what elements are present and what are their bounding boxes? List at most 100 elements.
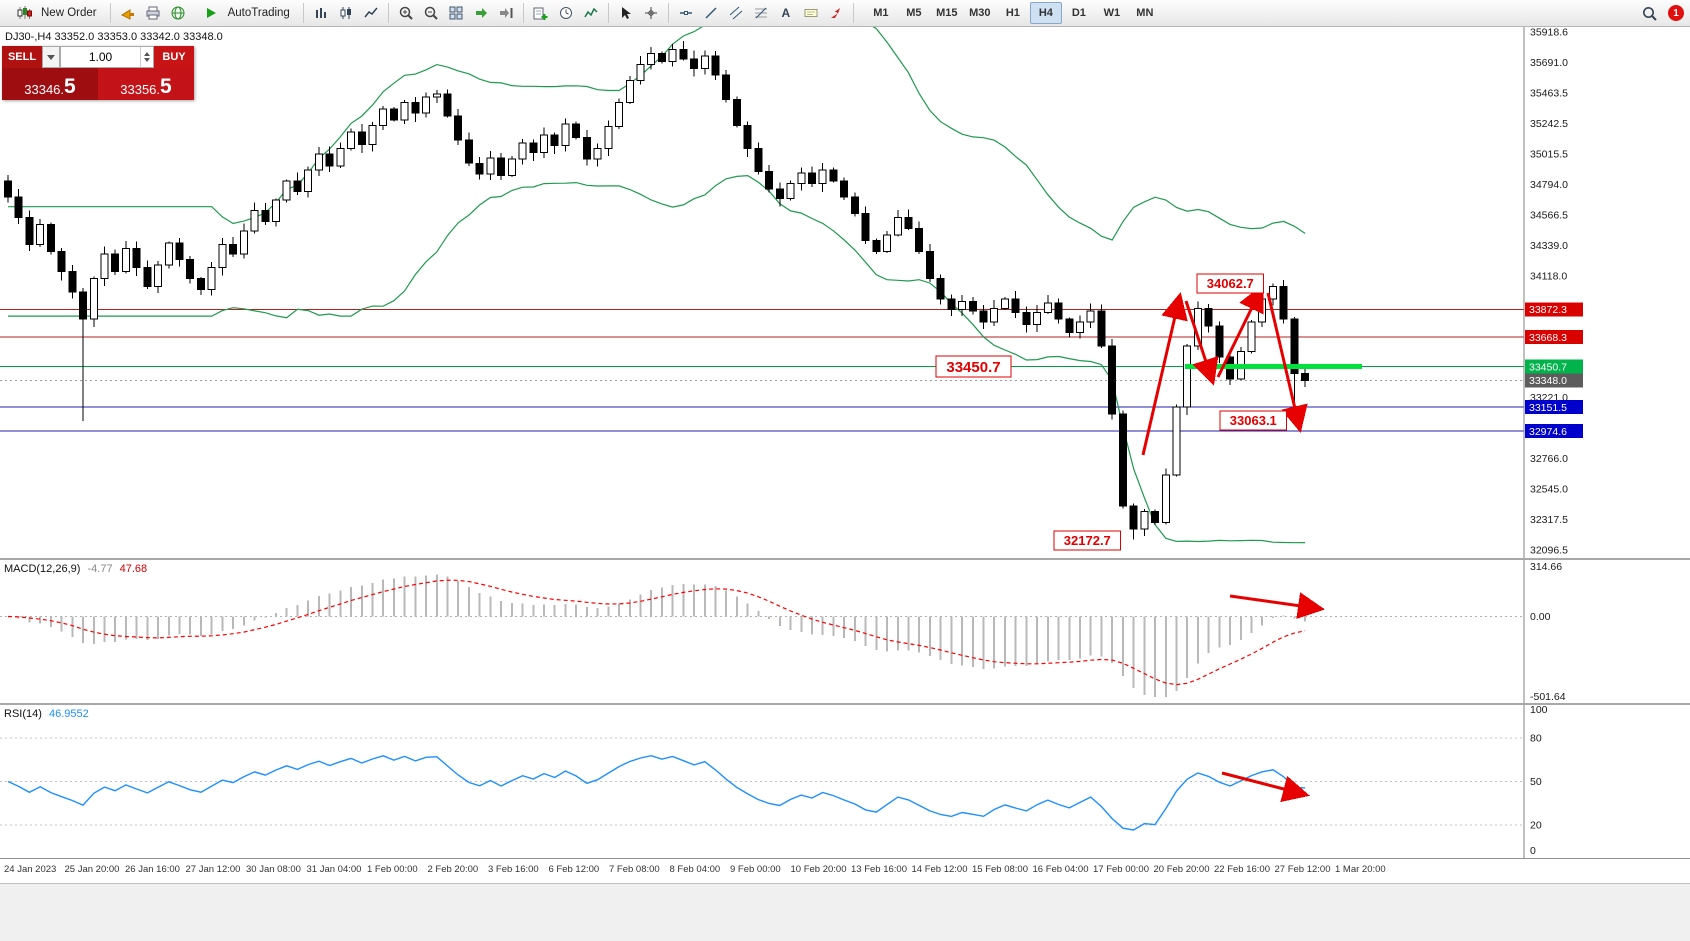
indicators-icon[interactable]	[579, 1, 603, 25]
autotrading-button[interactable]: AutoTrading	[191, 1, 298, 25]
trend-arrow[interactable]	[1184, 300, 1219, 386]
sell-price-big: 5	[64, 75, 76, 98]
rsi-title: RSI(14) 46.9552	[4, 708, 89, 720]
timeframe-button-d1[interactable]: D1	[1071, 7, 1086, 19]
macd-trend-arrow[interactable]	[1229, 592, 1325, 620]
volume-field[interactable]	[60, 46, 154, 68]
tile-windows-icon[interactable]	[444, 1, 468, 25]
price-annotation[interactable]: 34062.7	[1196, 273, 1265, 294]
time-label: 16 Feb 04:00	[1032, 864, 1089, 875]
volume-input[interactable]	[61, 49, 140, 65]
volume-dropdown[interactable]	[42, 46, 60, 68]
macd-signal-line	[7, 579, 1306, 686]
rsi-line	[7, 754, 1306, 831]
bollinger-upper-band	[8, 27, 1306, 241]
trendline-icon[interactable]	[699, 1, 723, 25]
stepper-down-icon[interactable]	[144, 58, 150, 62]
rsi-tick: 50	[1530, 776, 1542, 788]
time-label: 30 Jan 08:00	[246, 864, 301, 875]
panel-splitter[interactable]	[0, 558, 1690, 560]
macd-panel[interactable]: 314.66 0.00 -501.64	[0, 560, 1690, 703]
time-label: 7 Feb 08:00	[609, 864, 660, 875]
timeframe-button-mn[interactable]: MN	[1136, 7, 1154, 19]
megaphone-icon[interactable]	[116, 1, 140, 25]
time-label: 14 Feb 12:00	[911, 864, 968, 875]
bollinger-lower-band	[8, 174, 1306, 544]
price-annotation[interactable]: 33063.1	[1219, 410, 1288, 431]
stepper-up-icon[interactable]	[144, 52, 150, 56]
new-order-button[interactable]: New Order	[4, 1, 105, 25]
time-label: 17 Feb 00:00	[1093, 864, 1149, 875]
timeframe-button-m5[interactable]: M5	[906, 7, 922, 19]
price-badge: 33450.7	[1525, 359, 1583, 374]
chart-bars-icon[interactable]	[309, 1, 333, 25]
timeframe-button-w1[interactable]: W1	[1103, 7, 1121, 19]
price-badge: 33668.3	[1525, 330, 1583, 344]
macd-histogram	[17, 574, 1307, 697]
zoom-in-icon[interactable]	[394, 1, 418, 25]
new-chart-icon[interactable]	[529, 1, 553, 25]
timeframe-button-m15[interactable]: M15	[936, 7, 958, 19]
price-tick: 35463.5	[1530, 87, 1568, 99]
time-label: 26 Jan 16:00	[125, 864, 180, 875]
search-icon[interactable]	[1637, 1, 1661, 25]
toolbar-separator	[302, 3, 304, 23]
main-chart-panel[interactable]: 34062.7 33450.7 33063.1 32172.7 35918.6 35691…	[0, 27, 1690, 558]
price-tick: 34566.5	[1530, 209, 1568, 221]
time-label: 9 Feb 00:00	[730, 864, 781, 875]
macd-signal-value: 47.68	[119, 563, 148, 575]
arrows-tool-icon[interactable]	[824, 1, 848, 25]
price-badge: 33348.0	[1525, 373, 1583, 388]
trend-arrow[interactable]	[1216, 284, 1264, 378]
price-tick: 34794.0	[1530, 179, 1568, 191]
panel-splitter[interactable]	[0, 703, 1690, 705]
text-tool-icon[interactable]: A	[781, 6, 791, 20]
timeframe-button-m30[interactable]: M30	[969, 7, 991, 19]
play-icon	[199, 1, 223, 25]
auto-scroll-icon[interactable]	[469, 1, 493, 25]
rsi-panel[interactable]: 100 80 50 20 0	[0, 705, 1690, 858]
timeframe-button-m1[interactable]: M1	[873, 7, 889, 19]
sell-price-small: 33346.	[24, 82, 65, 97]
trend-arrow[interactable]	[1141, 292, 1188, 456]
globe-icon[interactable]	[166, 1, 190, 25]
time-label: 22 Feb 16:00	[1214, 864, 1270, 875]
price-annotation[interactable]: 32172.7	[1053, 530, 1122, 551]
rsi-trend-arrow[interactable]	[1221, 771, 1310, 803]
notification-badge[interactable]: 1	[1668, 5, 1684, 21]
price-tick: 32545.0	[1530, 484, 1568, 496]
toolbar-separator	[667, 3, 669, 23]
text-label-icon[interactable]	[799, 1, 823, 25]
fibonacci-icon[interactable]	[749, 1, 773, 25]
toolbar-separator	[109, 3, 111, 23]
svg-text:33348.0: 33348.0	[1529, 375, 1567, 387]
support-highlight-line[interactable]	[1185, 364, 1362, 369]
zoom-out-icon[interactable]	[419, 1, 443, 25]
sell-button[interactable]: SELL	[2, 46, 42, 68]
chart-shift-icon[interactable]	[494, 1, 518, 25]
price-annotation[interactable]: 33450.7	[935, 355, 1012, 378]
window-footer	[0, 883, 1690, 941]
price-tick: 32096.5	[1530, 545, 1568, 557]
price-tick: 35015.5	[1530, 148, 1568, 160]
printer-icon[interactable]	[141, 1, 165, 25]
horizontal-line-icon[interactable]	[674, 1, 698, 25]
chart-candles-icon[interactable]	[334, 1, 358, 25]
time-axis[interactable]: 24 Jan 2023 25 Jan 20:00 26 Jan 16:00 27 Ja…	[0, 858, 1690, 883]
trend-arrow[interactable]	[1266, 292, 1308, 433]
chart-line-icon[interactable]	[359, 1, 383, 25]
channel-icon[interactable]	[724, 1, 748, 25]
time-label: 8 Feb 04:00	[669, 864, 721, 875]
cursor-icon[interactable]	[614, 1, 638, 25]
buy-price[interactable]: 33356. 5	[98, 68, 194, 100]
crosshair-icon[interactable]	[639, 1, 663, 25]
svg-text:33450.7: 33450.7	[1529, 361, 1567, 373]
timeframe-button-h4[interactable]: H4	[1029, 2, 1062, 24]
buy-button[interactable]: BUY	[154, 46, 194, 68]
time-label: 31 Jan 04:00	[306, 864, 362, 875]
sell-price[interactable]: 33346. 5	[2, 68, 98, 100]
timeframe-button-h1[interactable]: H1	[1005, 7, 1020, 19]
volume-stepper[interactable]	[140, 47, 153, 67]
toolbar-separator	[852, 3, 854, 23]
period-clock-icon[interactable]	[554, 1, 578, 25]
